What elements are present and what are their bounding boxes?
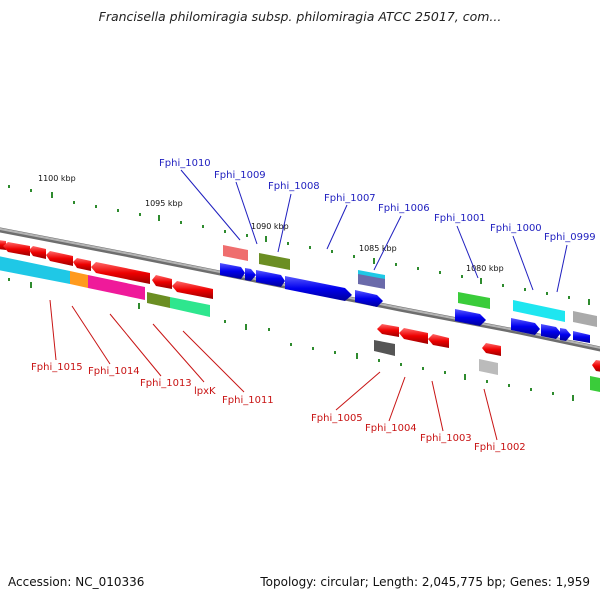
scale-label-1095kbp: 1095 kbp (145, 199, 183, 208)
label-fphi-1007: Fphi_1007 (324, 193, 376, 204)
genome-summary-text: Topology: circular; Length: 2,045,775 bp… (260, 575, 590, 589)
label-fphi-1004: Fphi_1004 (365, 423, 417, 434)
leader-lines-bottom (49, 299, 498, 441)
scale-label-1100kbp: 1100 kbp (38, 174, 76, 183)
label-fphi-1002: Fphi_1002 (474, 442, 526, 453)
label-fphi-1003: Fphi_1003 (420, 433, 472, 444)
leader-lines-top (180, 169, 568, 293)
scale-label-1085kbp: 1085 kbp (359, 244, 397, 253)
reverse-genes-upper-left (0, 240, 213, 299)
scale-ticks-lower (8, 278, 574, 401)
label-fphi-1015: Fphi_1015 (31, 362, 83, 373)
label-fphi-1010: Fphi_1010 (159, 158, 211, 169)
label-fphi-1000: Fphi_1000 (490, 223, 542, 234)
label-fphi-1011: Fphi_1011 (222, 395, 274, 406)
label-fphi-1009: Fphi_1009 (214, 170, 266, 181)
gene-fphi-1005 (374, 340, 395, 356)
label-fphi-0999: Fphi_0999 (544, 232, 596, 243)
map-title: Francisella philomiragia subsp. philomir… (98, 9, 502, 24)
forward-genes (220, 263, 590, 343)
scale-ticks-upper (8, 185, 590, 305)
label-fphi-1008: Fphi_1008 (268, 181, 320, 192)
label-fphi-1001: Fphi_1001 (434, 213, 486, 224)
gene-fphi-1006-cap (358, 270, 385, 279)
label-lpxk: lpxK (194, 386, 216, 397)
accession-text: Accession: NC_010336 (8, 575, 145, 589)
gene-fphi-1000 (513, 300, 565, 322)
gene-edge-right (590, 376, 600, 392)
reverse-genes-lower-right (377, 324, 600, 372)
label-fphi-1005: Fphi_1005 (311, 413, 363, 424)
label-fphi-1006: Fphi_1006 (378, 203, 430, 214)
gene-fphi-1001 (458, 292, 490, 309)
scale-label-1080kbp: 1080 kbp (466, 264, 504, 273)
gene-fphi-1008 (259, 253, 290, 270)
label-fphi-1014: Fphi_1014 (88, 366, 140, 377)
gene-fphi-1010 (223, 245, 248, 261)
gene-fphi-1002 (479, 359, 498, 375)
scale-label-1090kbp: 1090 kbp (251, 222, 289, 231)
gene-fphi-0999 (573, 311, 597, 327)
label-fphi-1013: Fphi_1013 (140, 378, 192, 389)
colored-genes-lower-left (0, 256, 210, 317)
